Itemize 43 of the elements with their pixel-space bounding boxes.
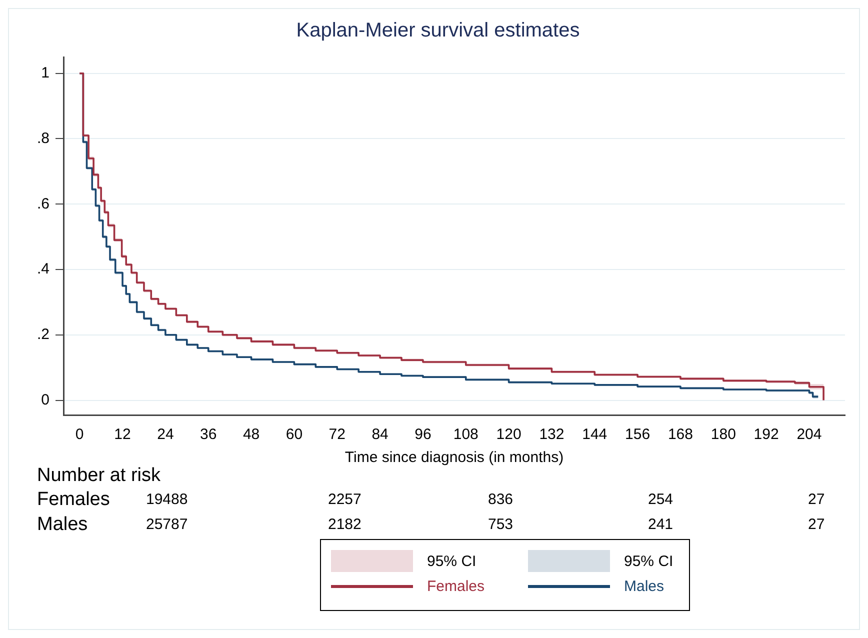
x-tick-label: 168 (668, 426, 693, 444)
text: 753 (488, 516, 514, 533)
text: 95% CI (624, 552, 674, 570)
text: 95% CI (427, 552, 476, 570)
y-tick-label: .8 (36, 130, 50, 147)
text: Males (37, 514, 88, 536)
text: 25787 (146, 516, 188, 533)
x-axis-title: Time since diagnosis (in months) (344, 449, 564, 466)
x-tick-label: 24 (157, 426, 174, 444)
x-tick-label: 144 (582, 426, 608, 444)
x-tick-label: 84 (372, 426, 388, 444)
y-tick-label: .2 (36, 326, 50, 344)
x-tick-label: 36 (200, 426, 217, 444)
text: 2257 (328, 491, 362, 508)
y-tick-label: .6 (36, 195, 50, 212)
x-tick-label: 0 (75, 426, 84, 444)
x-tick-label: 120 (496, 426, 522, 444)
text: 19488 (146, 491, 188, 508)
text: 241 (648, 516, 674, 533)
x-tick-label: 72 (328, 426, 346, 444)
y-tick-label: .4 (36, 260, 50, 278)
text: Females (427, 578, 485, 595)
text: 2182 (328, 516, 362, 533)
text: Males (624, 578, 664, 595)
y-tick-label: 0 (41, 391, 50, 408)
x-tick-label: 156 (625, 426, 650, 444)
y-tick-label: 1 (41, 64, 50, 82)
text: 27 (808, 491, 825, 508)
x-tick-label: 180 (710, 426, 736, 444)
text: 27 (808, 516, 825, 533)
text: 836 (488, 491, 514, 508)
x-tick-label: 192 (754, 426, 779, 444)
x-tick-label: 132 (539, 426, 564, 444)
x-tick-label: 108 (453, 426, 478, 444)
text: Number at risk (37, 465, 161, 487)
x-tick-label: 12 (114, 426, 131, 444)
x-tick-label: 60 (286, 426, 303, 444)
x-tick-label: 48 (242, 426, 260, 444)
text: 254 (648, 491, 674, 508)
x-tick-label: 204 (796, 426, 822, 444)
text: Females (37, 489, 110, 511)
x-tick-label: 96 (414, 426, 432, 444)
chart-title: Kaplan-Meier survival estimates (296, 20, 580, 42)
